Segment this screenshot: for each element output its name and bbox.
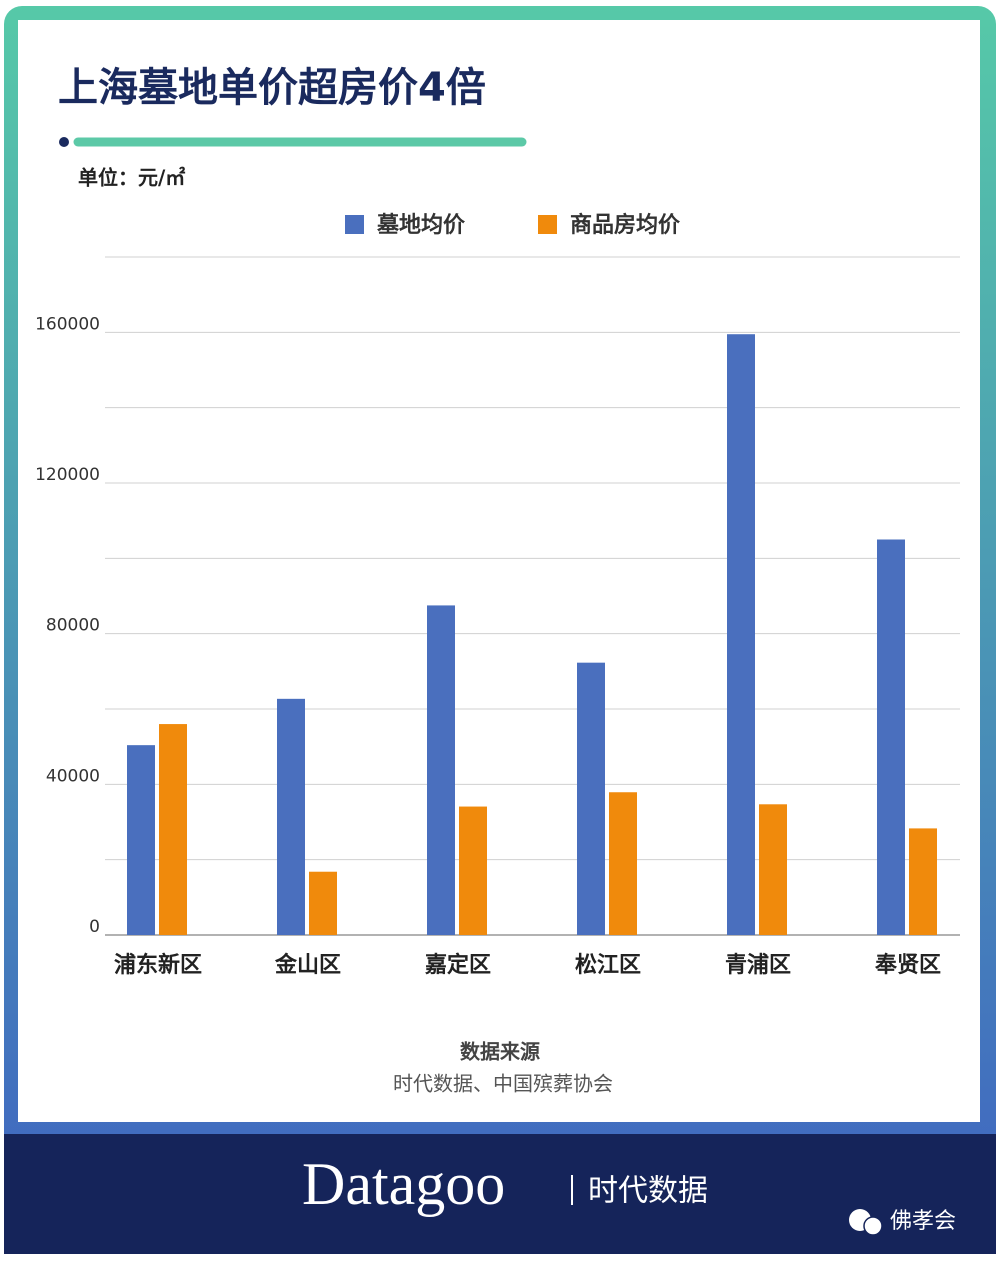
title-dot xyxy=(59,137,69,147)
x-tick-label: 奉贤区 xyxy=(874,952,941,978)
source: 时代数据、中国殡葬协会 xyxy=(393,1072,613,1096)
bar xyxy=(909,828,937,935)
chart-title: 上海墓地单价超房价4倍 xyxy=(58,65,486,111)
source-title: 数据来源 xyxy=(460,1040,540,1064)
x-tick-label: 青浦区 xyxy=(725,952,791,978)
legend-swatch xyxy=(538,215,557,234)
unit-label: 单位：元/㎡ xyxy=(78,166,185,190)
wechat-icon xyxy=(863,1216,883,1236)
legend-label: 商品房均价 xyxy=(570,212,681,238)
bar xyxy=(577,662,605,935)
legend-swatch xyxy=(345,215,364,234)
x-tick-label: 嘉定区 xyxy=(425,952,491,978)
bar xyxy=(759,804,787,935)
bar xyxy=(427,605,455,935)
x-tick-label: 浦东新区 xyxy=(114,952,202,978)
panel xyxy=(18,20,980,1122)
y-tick-label: 80000 xyxy=(46,616,100,636)
bar xyxy=(159,724,187,935)
x-tick-label: 金山区 xyxy=(274,952,341,978)
bar xyxy=(877,539,905,935)
watermark: 佛孝会 xyxy=(890,1209,956,1234)
footer-band xyxy=(4,1134,996,1254)
bar xyxy=(727,334,755,935)
y-tick-label: 40000 xyxy=(46,766,100,786)
bar xyxy=(459,806,487,935)
y-tick-label: 160000 xyxy=(35,314,100,334)
bar xyxy=(309,871,337,935)
x-tick-label: 松江区 xyxy=(575,953,641,978)
legend-label: 墓地均价 xyxy=(376,212,466,238)
y-tick-label: 0 xyxy=(89,917,100,937)
bar xyxy=(609,792,637,935)
brand: Datagoo xyxy=(302,1151,505,1217)
y-tick-label: 120000 xyxy=(35,465,100,485)
bar xyxy=(127,745,155,935)
bar xyxy=(277,698,305,935)
brand-cn: 时代数据 xyxy=(588,1174,708,1209)
